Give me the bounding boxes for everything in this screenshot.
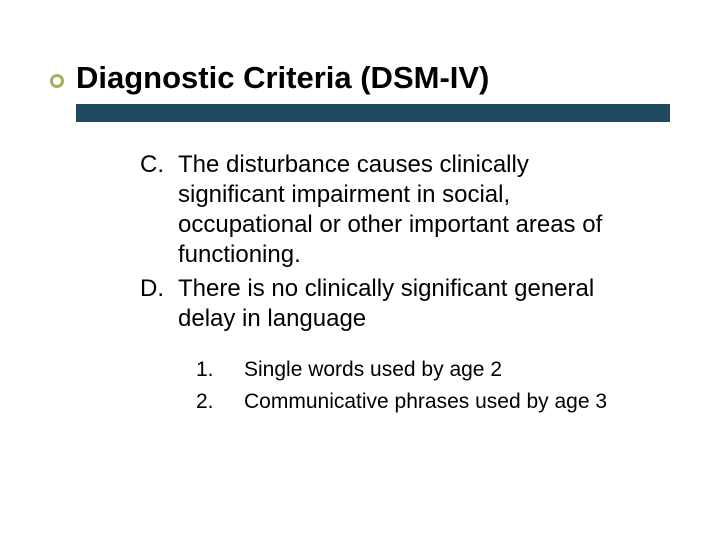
- sub-list-text: Single words used by age 2: [244, 354, 640, 386]
- sub-list: 1. Single words used by age 2 2. Communi…: [140, 354, 640, 417]
- sub-list-marker: 2.: [196, 386, 244, 418]
- title-row: Diagnostic Criteria (DSM-IV): [50, 60, 670, 96]
- sub-list-marker: 1.: [196, 354, 244, 386]
- slide: Diagnostic Criteria (DSM-IV) C. The dist…: [0, 0, 720, 540]
- title-underline: [76, 104, 670, 122]
- list-marker: D.: [140, 274, 178, 334]
- sub-list-item: 1. Single words used by age 2: [196, 354, 640, 386]
- list-item: D. There is no clinically significant ge…: [140, 274, 640, 334]
- list-text: The disturbance causes clinically signif…: [178, 150, 640, 270]
- slide-title: Diagnostic Criteria (DSM-IV): [76, 60, 489, 96]
- list-item: C. The disturbance causes clinically sig…: [140, 150, 640, 270]
- list-text: There is no clinically significant gener…: [178, 274, 640, 334]
- sub-list-text: Communicative phrases used by age 3: [244, 386, 640, 418]
- list-marker: C.: [140, 150, 178, 270]
- body: C. The disturbance causes clinically sig…: [50, 150, 670, 417]
- sub-list-item: 2. Communicative phrases used by age 3: [196, 386, 640, 418]
- bullet-ring-icon: [50, 74, 64, 88]
